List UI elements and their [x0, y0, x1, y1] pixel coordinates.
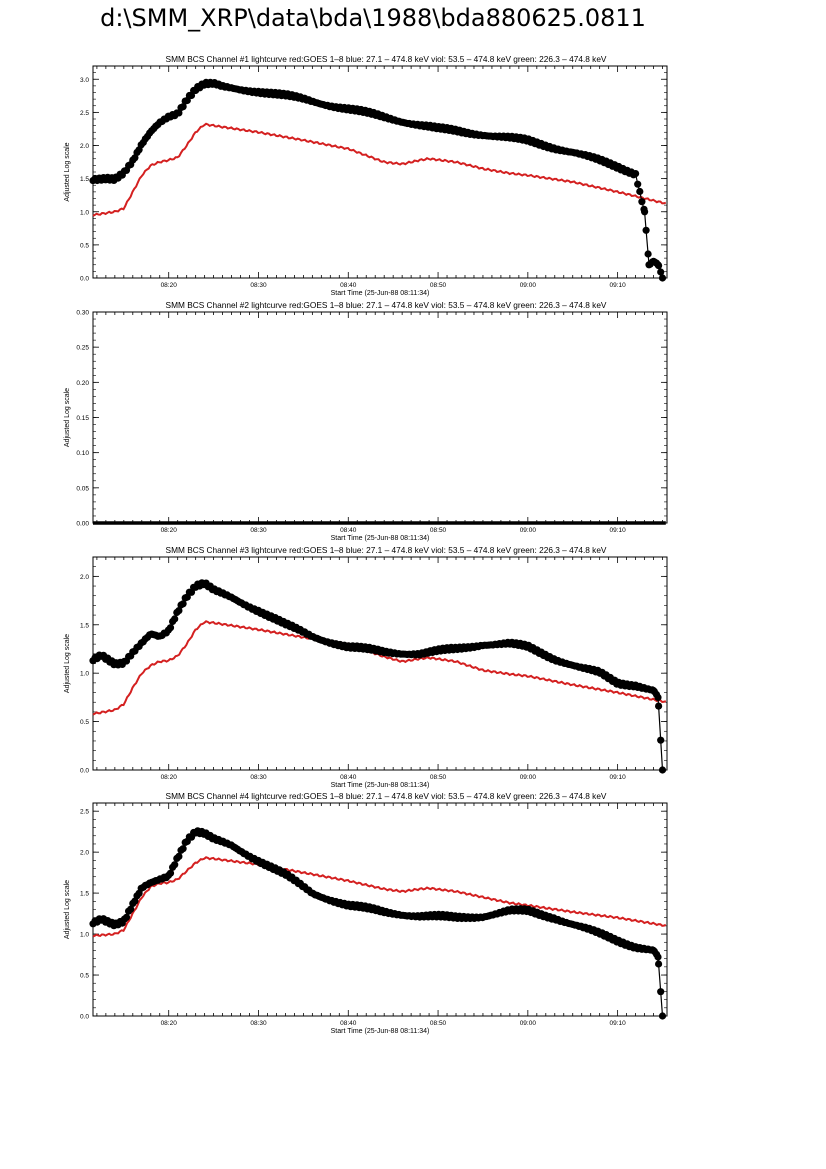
panel-4-series-2-point [166, 869, 175, 877]
panel-1-plot-frame [92, 65, 668, 279]
panel-3-x-axis-label: Start Time (25-Jun-88 08:11:34) [331, 782, 430, 789]
panel-4-y-tick-label: 2.5 [80, 809, 89, 816]
panel-1-x-tick-label: 09:10 [609, 282, 626, 289]
panel-1-y-tick-label: 1.0 [80, 209, 89, 216]
panel-4-x-axis-label: Start Time (25-Jun-88 08:11:34) [331, 1028, 430, 1035]
panel-3-x-tick-label: 09:10 [609, 774, 626, 781]
panel-1-x-tick-label: 08:30 [250, 282, 267, 289]
panel-4-x-tick-label: 08:20 [161, 1020, 178, 1027]
panel-3-x-tick-label: 08:20 [161, 774, 178, 781]
panel-3-series-2-point [658, 766, 667, 774]
panel-2-title: SMM BCS Channel #2 lightcurve red:GOES 1… [166, 300, 607, 310]
panel-1-x-axis-label: Start Time (25-Jun-88 08:11:34) [331, 290, 430, 297]
panel-1-series-2-point [641, 208, 649, 216]
panel-3-series-2-point [657, 736, 665, 744]
panel-3-y-tick-label: 1.5 [80, 622, 89, 629]
panel-2-x-axis-label: Start Time (25-Jun-88 08:11:34) [331, 535, 430, 542]
panel-1-x-tick-label: 08:40 [340, 282, 357, 289]
panel-1-series-2-point [642, 226, 650, 234]
panel-2-x-tick-label: 08:30 [250, 527, 267, 534]
panel-3-series-2-point [166, 624, 175, 632]
panel-3-plot-frame [92, 556, 668, 771]
panel-1-series-2-point [636, 187, 644, 196]
panel-1-y-tick-label: 1.5 [80, 176, 89, 183]
panel-2-y-tick-label: 0.00 [76, 521, 89, 528]
panel-4-y-tick-label: 0.0 [80, 1014, 89, 1021]
panel-4-y-tick-label: 0.5 [80, 973, 89, 980]
panel-1-series-1-line [92, 122, 667, 217]
panel-4-series-2-point [179, 845, 187, 853]
panel-3-y-tick-label: 0.0 [80, 768, 89, 775]
panel-1-series-2-point [632, 170, 640, 178]
page-title: d:\SMM_XRP\data\bda\1988\bda880625.0811 [100, 4, 646, 32]
panel-2-plot-frame [92, 311, 668, 524]
panel-1-series-2-point [658, 274, 667, 282]
panel-4-x-tick-label: 08:30 [250, 1020, 267, 1027]
panel-1-x-tick-label: 09:00 [520, 282, 537, 289]
panel-2-y-tick-label: 0.20 [76, 380, 89, 387]
panel-1-title: SMM BCS Channel #1 lightcurve red:GOES 1… [166, 54, 607, 64]
panel-1-y-tick-label: 0.5 [80, 242, 89, 249]
panel-3-y-tick-label: 0.5 [80, 719, 89, 726]
panel-1-y-tick-label: 2.5 [80, 110, 89, 117]
panel-2-x-tick-label: 08:50 [430, 527, 447, 534]
panel-3-y-axis-label: Adjusted Log scale [64, 634, 71, 693]
panel-1-series-2-point [657, 268, 665, 276]
panel-3-x-tick-label: 09:00 [520, 774, 537, 781]
panel-4-y-tick-label: 1.0 [80, 932, 89, 939]
panel-4-x-tick-label: 08:50 [430, 1020, 447, 1027]
panel-2-x-tick-label: 08:40 [340, 527, 357, 534]
panel-3-series-2-point [175, 607, 183, 615]
panel-2-x-tick-label: 09:10 [609, 527, 626, 534]
panel-4-x-tick-label: 09:10 [609, 1020, 626, 1027]
panel-4-x-tick-label: 09:00 [520, 1020, 537, 1027]
panel-4-series-2-point [654, 953, 662, 961]
panel-2-y-tick-label: 0.05 [76, 485, 89, 492]
panel-3-x-tick-label: 08:50 [430, 774, 447, 781]
panel-1-series-2-point [131, 154, 139, 162]
panel-4-series-2-point [657, 988, 665, 996]
panel-1-series-2-point [179, 103, 187, 111]
panel-3-series-2-point [179, 600, 187, 608]
panel-4-series-2-point [175, 852, 183, 861]
panel-1-series-2-point [644, 250, 652, 258]
panel-2-x-tick-label: 09:00 [520, 527, 537, 534]
panel-2-y-tick-label: 0.10 [76, 450, 89, 457]
panel-4-x-tick-label: 08:40 [340, 1020, 357, 1027]
panel-1-y-axis-label: Adjusted Log scale [64, 142, 71, 201]
panel-4-y-tick-label: 1.5 [80, 891, 89, 898]
panel-4-series-2-point [171, 861, 179, 869]
panel-4-series-1-line [92, 856, 667, 938]
panel-4-series-2-point [655, 960, 663, 968]
panel-1-x-tick-label: 08:20 [161, 282, 178, 289]
panel-1-x-tick-label: 08:50 [430, 282, 447, 289]
panel-3-series-2-point [655, 702, 663, 710]
panel-4-series-2-point [127, 905, 135, 913]
panel-4-y-axis-label: Adjusted Log scale [64, 880, 71, 939]
panel-4-series-2-point [122, 913, 131, 921]
panel-4-title: SMM BCS Channel #4 lightcurve red:GOES 1… [166, 791, 607, 801]
panel-1-y-tick-label: 0.0 [80, 276, 89, 283]
panel-3-x-tick-label: 08:40 [340, 774, 357, 781]
panel-3-series-2-point [171, 615, 179, 623]
panel-4-series-2-point [658, 1012, 667, 1020]
panel-2-y-axis-label: Adjusted Log scale [64, 388, 71, 447]
panel-1-series-2-point [638, 198, 646, 206]
panel-3-y-tick-label: 2.0 [80, 574, 89, 581]
panel-3-x-tick-label: 08:30 [250, 774, 267, 781]
panel-3-title: SMM BCS Channel #3 lightcurve red:GOES 1… [166, 545, 607, 555]
panel-1-y-tick-label: 3.0 [80, 77, 89, 84]
panel-1-series-2-point [655, 262, 663, 270]
panel-2-y-tick-label: 0.15 [76, 415, 89, 422]
panel-3-series-2-point [654, 693, 662, 702]
panel-3-y-tick-label: 1.0 [80, 671, 89, 678]
panel-2-x-tick-label: 08:20 [161, 527, 178, 534]
panel-1-y-tick-label: 2.0 [80, 143, 89, 150]
panel-2-y-tick-label: 0.25 [76, 345, 89, 352]
panel-4-y-tick-label: 2.0 [80, 850, 89, 857]
panel-1-series-2-point [634, 180, 642, 188]
panel-2-y-tick-label: 0.30 [76, 310, 89, 317]
